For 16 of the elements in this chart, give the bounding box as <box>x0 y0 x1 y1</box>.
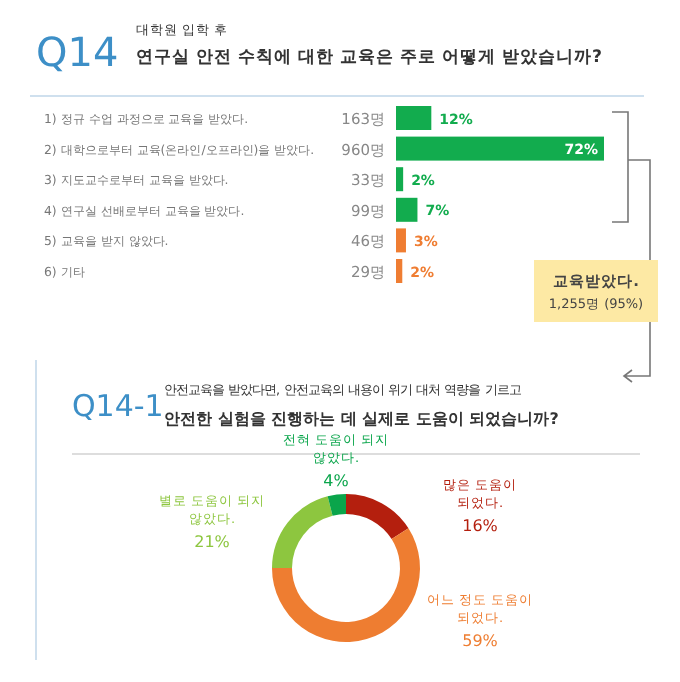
bar <box>396 136 604 161</box>
data-label: 59% <box>462 632 499 651</box>
donut-slice <box>272 496 333 568</box>
bar <box>396 228 406 253</box>
bar <box>396 197 418 222</box>
donut-slice <box>346 494 409 540</box>
bar <box>396 259 403 283</box>
bar <box>396 106 432 130</box>
donut-slice <box>272 528 420 642</box>
data-label: 4% <box>323 472 350 490</box>
bar <box>396 167 404 192</box>
data-label: 16% <box>462 516 499 535</box>
data-label: 21% <box>194 533 231 552</box>
chart-title: Q14-1 <box>72 388 164 424</box>
chart-title: Q14 <box>36 28 119 76</box>
donut-slice <box>327 494 346 516</box>
